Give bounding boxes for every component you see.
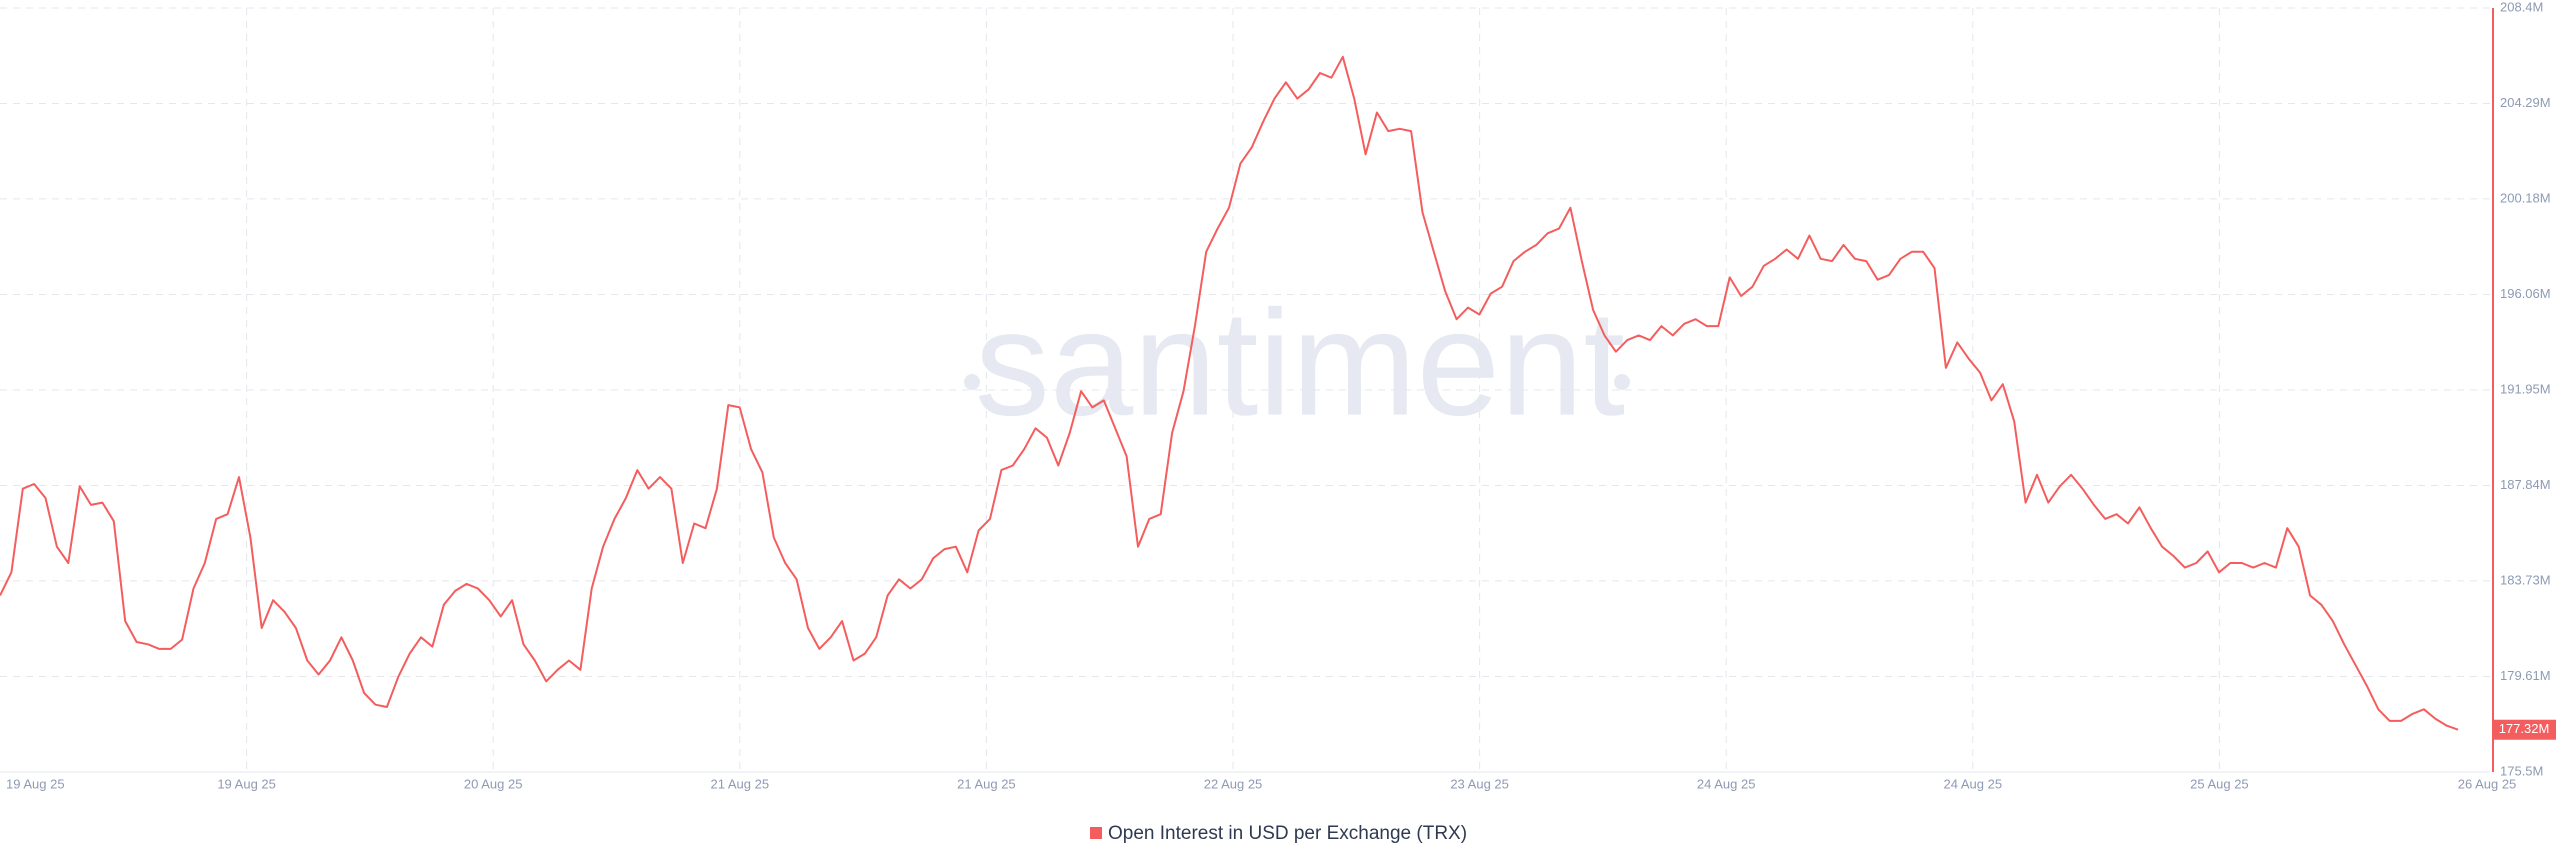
legend-label: Open Interest in USD per Exchange (TRX) xyxy=(1108,823,1467,844)
y-tick-label: 187.84M xyxy=(2500,477,2551,492)
legend: Open Interest in USD per Exchange (TRX) xyxy=(1090,823,1467,844)
current-value-box xyxy=(2492,719,2556,740)
watermark-dot xyxy=(1614,374,1630,390)
x-tick-label: 20 Aug 25 xyxy=(464,776,523,791)
watermark-dot xyxy=(964,374,980,390)
y-tick-label: 179.61M xyxy=(2500,668,2551,683)
x-tick-label: 21 Aug 25 xyxy=(711,776,770,791)
y-tick-label: 183.73M xyxy=(2500,572,2551,587)
y-tick-label: 175.5M xyxy=(2500,763,2543,778)
x-tick-label: 21 Aug 25 xyxy=(957,776,1016,791)
y-tick-label: 200.18M xyxy=(2500,190,2551,205)
x-tick-label: 23 Aug 25 xyxy=(1450,776,1509,791)
y-tick-label: 204.29M xyxy=(2500,95,2551,110)
y-tick-label: 191.95M xyxy=(2500,381,2551,396)
x-tick-label: 24 Aug 25 xyxy=(1697,776,1756,791)
x-tick-label: 19 Aug 25 xyxy=(217,776,276,791)
x-tick-label: 24 Aug 25 xyxy=(1944,776,2003,791)
x-tick-label: 25 Aug 25 xyxy=(2190,776,2249,791)
legend-swatch xyxy=(1090,827,1102,839)
watermark: santiment xyxy=(975,279,1625,447)
line xyxy=(0,55,2459,731)
x-tick-label: 22 Aug 25 xyxy=(1204,776,1263,791)
x-tick-label: 19 Aug 25 xyxy=(6,776,65,791)
y-tick-label: 196.06M xyxy=(2500,286,2551,301)
x-tick-label: 26 Aug 25 xyxy=(2458,776,2517,791)
current-value-label: 177.32M xyxy=(2499,721,2550,736)
y-tick-label: 208.4M xyxy=(2500,0,2543,14)
